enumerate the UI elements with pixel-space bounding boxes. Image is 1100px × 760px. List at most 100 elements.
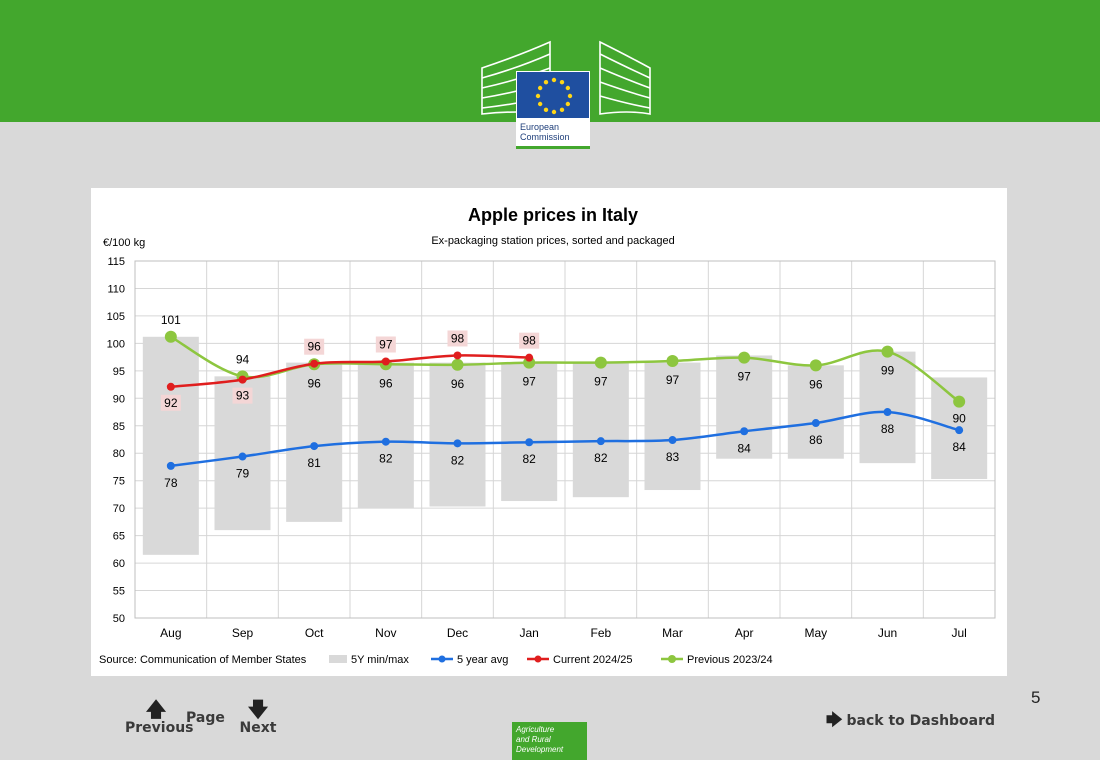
x-tick-label: Apr (735, 626, 754, 640)
series-point-1 (525, 353, 534, 362)
series-point-2 (881, 345, 894, 358)
series-point-1 (238, 375, 247, 384)
legend-marker-2 (668, 655, 676, 663)
series-point-2 (809, 359, 822, 372)
series-point-2 (594, 356, 607, 369)
y-axis-label: €/100 kg (103, 237, 145, 249)
x-tick-label: May (804, 626, 827, 640)
series-point-2 (164, 330, 177, 343)
previous-data-label: 96 (451, 377, 465, 391)
avg-data-label: 86 (809, 433, 823, 447)
eu-star-icon (551, 109, 557, 115)
dg-agri-badge: Agriculture and Rural Development (512, 722, 587, 760)
eu-star-icon (565, 85, 571, 91)
previous-data-label: 97 (522, 375, 536, 389)
y-tick-label: 100 (107, 338, 125, 350)
arrow-up-icon: 🡅 (145, 697, 167, 721)
series-point-1 (381, 357, 390, 366)
price-chart: Apple prices in Italy Ex-packaging statio… (99, 205, 996, 666)
series-line-0 (170, 410, 960, 468)
x-tick-label: Mar (662, 626, 683, 640)
logo-wordmark: European Commission (516, 119, 590, 149)
logo-line-2: Commission (520, 132, 570, 142)
arrow-right-icon: 🡆 (826, 710, 843, 729)
legend-label-0: 5 year avg (457, 654, 508, 666)
current-label-bg (375, 336, 396, 353)
y-tick-label: 55 (113, 586, 125, 598)
y-tick-label: 95 (113, 366, 125, 378)
eu-star-icon (535, 93, 541, 99)
dg-line-1: Agriculture (516, 725, 555, 734)
series-point-1 (453, 351, 462, 360)
back-to-dashboard-link[interactable]: 🡆 back to Dashboard (826, 709, 995, 736)
band-bar (716, 355, 773, 459)
avg-data-label: 82 (451, 453, 465, 467)
previous-button[interactable]: 🡅 Previous (125, 697, 194, 736)
series-point-2 (953, 395, 966, 408)
x-tick-label: Jan (519, 626, 538, 640)
previous-data-label: 97 (594, 375, 608, 389)
previous-label: Previous (125, 720, 194, 736)
band-bar (142, 336, 199, 555)
band-bar (501, 362, 558, 502)
series-point-2 (451, 358, 464, 371)
x-tick-label: Aug (160, 626, 181, 640)
series-point-0 (166, 461, 175, 470)
series-point-2 (738, 351, 751, 364)
legend-marker-0 (438, 655, 446, 663)
avg-data-label: 81 (307, 456, 321, 470)
chart-title: Apple prices in Italy (468, 205, 638, 225)
band-bar (859, 351, 916, 464)
x-tick-label: Jun (878, 626, 897, 640)
current-data-label: 96 (307, 340, 321, 354)
y-tick-label: 75 (113, 476, 125, 488)
current-data-label: 92 (164, 396, 178, 410)
series-point-2 (666, 354, 679, 367)
plot-area (134, 260, 996, 619)
y-tick-label: 70 (113, 503, 125, 515)
avg-data-label: 78 (164, 476, 178, 490)
y-tick-label: 110 (107, 283, 125, 295)
current-label-bg (447, 330, 468, 347)
dashboard-label: back to Dashboard (846, 713, 996, 729)
x-tick-label: Nov (375, 626, 396, 640)
current-label-bg (160, 394, 181, 411)
dg-line-3: Development (516, 745, 564, 754)
current-data-label: 97 (379, 338, 393, 352)
series-point-0 (811, 419, 820, 428)
previous-data-label: 96 (809, 377, 823, 391)
avg-data-label: 84 (737, 441, 751, 455)
eu-star-icon (559, 79, 565, 85)
eu-star-icon (543, 107, 549, 113)
eu-star-icon (567, 93, 573, 99)
current-label-bg (519, 332, 540, 349)
y-tick-label: 65 (113, 531, 125, 543)
y-tick-label: 115 (107, 256, 125, 268)
next-button[interactable]: 🡇 Next (238, 698, 278, 736)
y-tick-label: 85 (113, 421, 125, 433)
series-point-0 (955, 426, 964, 435)
series-point-0 (238, 452, 247, 461)
avg-data-label: 84 (952, 440, 966, 454)
current-data-label: 98 (451, 331, 465, 345)
avg-data-label: 83 (666, 450, 680, 464)
previous-data-label: 99 (881, 364, 895, 378)
y-tick-label: 80 (113, 448, 125, 460)
series-point-0 (453, 439, 462, 448)
series-point-0 (525, 438, 534, 447)
chart-panel: Apple prices in Italy Ex-packaging statio… (91, 188, 1007, 676)
y-tick-label: 90 (113, 393, 125, 405)
current-label-bg (304, 338, 325, 355)
band-bar (572, 362, 629, 498)
x-tick-label: Feb (590, 626, 611, 640)
series-point-0 (668, 436, 677, 445)
series-point-0 (310, 442, 319, 451)
x-tick-label: Dec (447, 626, 468, 640)
european-commission-logo: European Commission (478, 38, 654, 152)
eu-flag-icon (516, 71, 590, 119)
current-data-label: 98 (522, 334, 536, 348)
band-bar (429, 362, 486, 507)
dg-line-2: and Rural (516, 735, 551, 744)
previous-data-label: 96 (307, 376, 321, 390)
x-tick-label: Oct (305, 626, 324, 640)
